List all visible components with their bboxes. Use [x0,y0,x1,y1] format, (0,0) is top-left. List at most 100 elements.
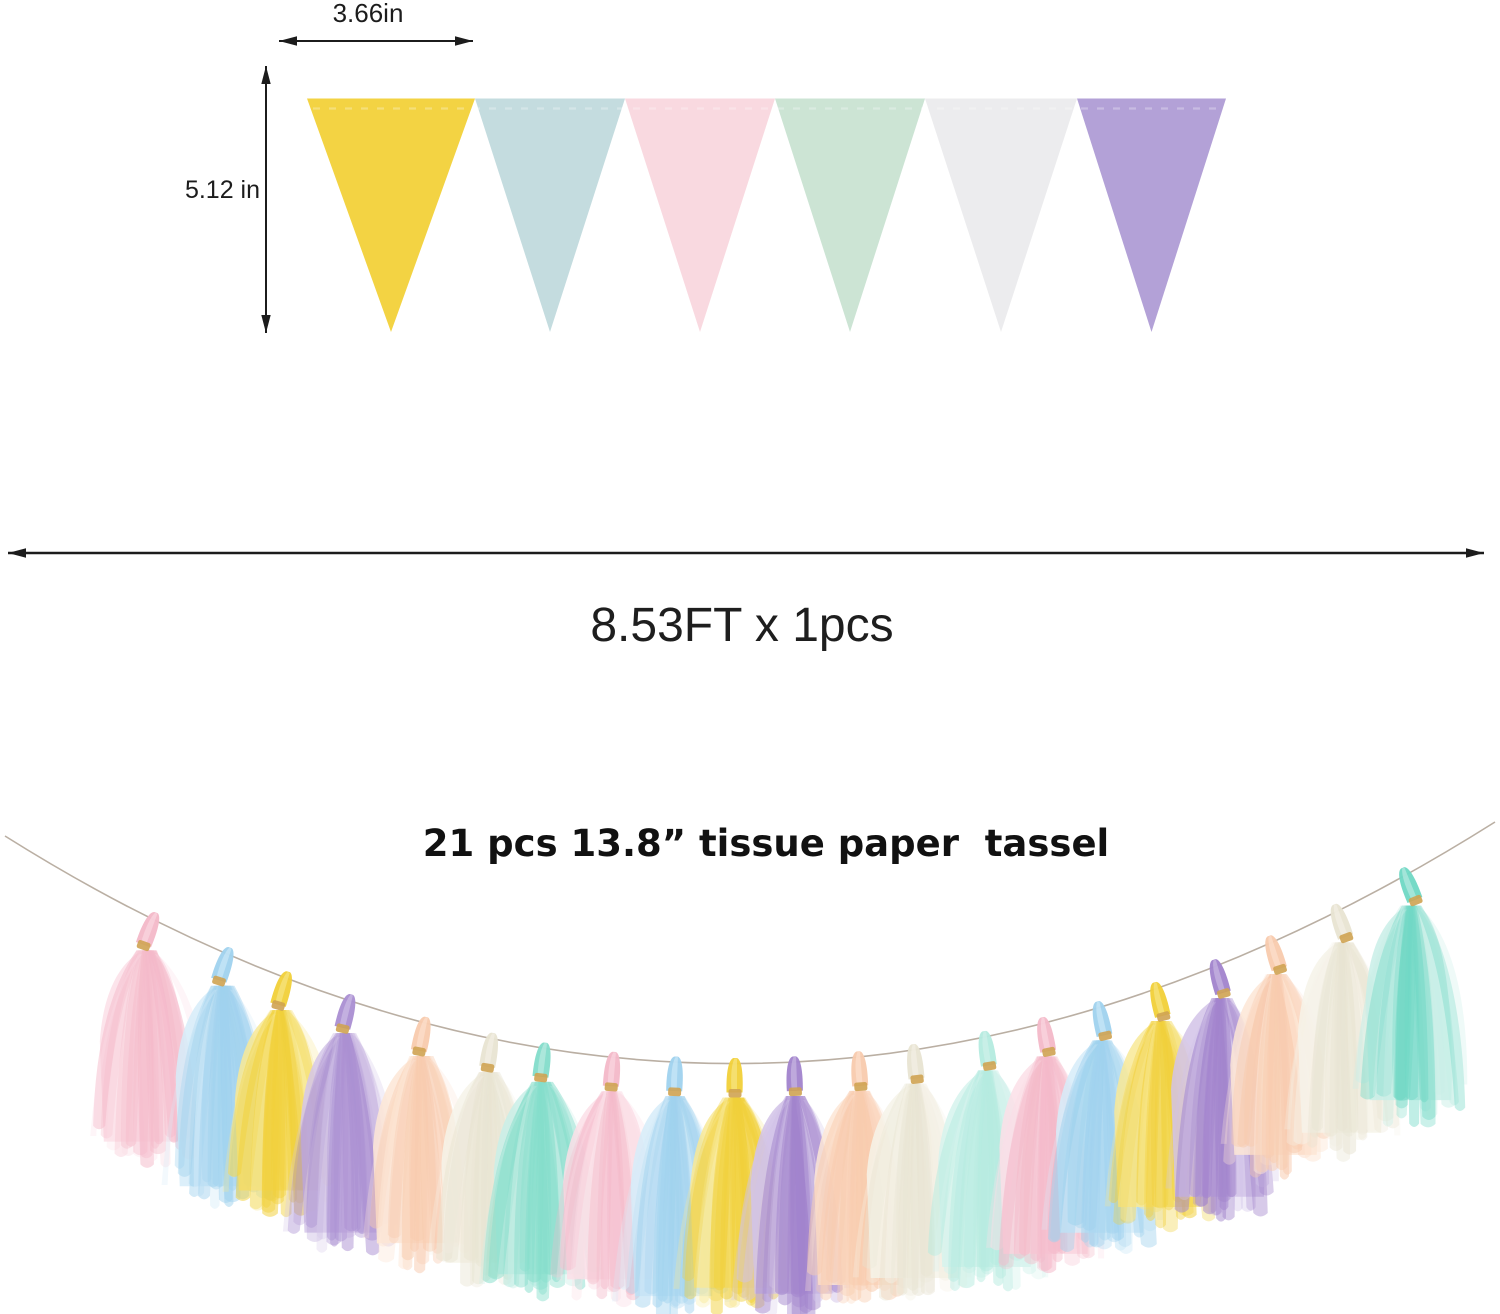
tassel-strand [1108,1021,1159,1204]
tassel-strand [1147,1021,1165,1213]
tassel-strand [976,1070,990,1283]
tassel-strand [710,1097,736,1314]
tassel-strand [1092,1001,1113,1042]
pennant-flags [307,98,1226,332]
tassel-strand [1098,1040,1112,1241]
tassel-strand [416,1017,428,1051]
tassel-strand [280,1010,305,1204]
tassel-strand [1082,1040,1106,1231]
tassel-strand [672,1096,696,1305]
tassel-strand [133,950,150,1156]
tassel-strand [639,1096,674,1304]
tassel-strand [1137,1021,1164,1210]
tassel-strand [669,1096,679,1314]
tassel-strand [1324,942,1344,1137]
tassel-strand [1220,978,1272,1144]
dimension-annotations: 3.66in 5.12 in [185,0,473,333]
tassel-strand [730,1097,746,1295]
tassel-strand [670,1096,689,1304]
tassel-ring [668,1087,682,1097]
tassel-strand [1144,1021,1162,1218]
tassel-strand [794,1095,813,1314]
tassel-strand [1265,935,1287,975]
tassel-strand [1268,935,1282,969]
tassel-strand [674,1096,695,1314]
tassel-strand [139,950,154,1159]
tassel-strand [1372,905,1409,1099]
tassel-strand [1151,1021,1170,1209]
tassel-strand [1341,942,1359,1133]
tassel-strand [982,1031,992,1065]
flag-yellow [307,98,475,332]
tassel-strand [839,1090,863,1297]
tassel-strand [731,1099,790,1301]
tassel-strand [1336,942,1348,1132]
tassel-strand [607,1052,616,1086]
tassel-strand [1203,998,1223,1215]
tassel-strand [652,1096,676,1308]
tassel-strand [145,950,171,1168]
tassel-ring [854,1081,868,1092]
tassel-strand [1101,1040,1122,1243]
tassel-strand [608,1091,625,1290]
tassel-strand [436,1072,487,1262]
tassel-strand [728,1097,742,1308]
tassel-strand [342,1033,359,1232]
tassel-strand [1153,982,1165,1016]
tassel-strand [1352,909,1407,1089]
tassel-strand [282,1010,308,1216]
tassel-strand [611,1100,670,1302]
tassel-strand [146,950,164,1145]
tassel-strand [794,1095,823,1303]
tassel-strand [855,1090,872,1303]
tassel-ring [788,1087,802,1097]
tassel-ring [910,1074,924,1084]
tassel-strand [317,1033,345,1240]
tassel-strand [147,950,180,1143]
tassel-strand [913,1083,934,1283]
tassel-garland [90,867,1468,1314]
tassel-strand [220,985,234,1208]
tassel-strand [275,971,290,1005]
tassel-strand [990,1056,1046,1251]
tassel-strand [217,985,233,1203]
tassel-strand [682,1097,731,1281]
tassel-pink [550,1051,676,1308]
tassel-strand [137,950,154,1168]
tassel-strand [790,1056,798,1091]
tassel-strand [611,1091,637,1296]
tassel-strand [1218,998,1229,1211]
tassel-strand [684,1097,734,1300]
tassel-strand [570,1091,614,1279]
tassel-strand [670,1096,682,1307]
pennant-banner [307,98,1226,332]
tassel-strand [1329,942,1346,1151]
tassel-strand [1411,905,1436,1120]
tassel-strand [626,1096,673,1294]
tassel-strand [1399,867,1423,907]
tassel-ring [982,1061,997,1071]
tassel-strand [766,1095,794,1314]
tassel-strand [174,985,219,1169]
tassel-strand [1041,1044,1098,1230]
tassel-strand [849,1090,863,1301]
tassel-strand [143,950,167,1155]
tassel-ring [271,1000,286,1011]
tassel-mint [1352,867,1468,1128]
tassel-strand [488,1081,540,1280]
tassel-strand [610,1091,632,1308]
tassel-strand [376,1055,418,1247]
tassel-strand [479,1032,498,1073]
tassel-strand [1037,1016,1057,1057]
tassel-strand [279,1010,298,1203]
tassel-strand [986,1070,1004,1286]
tassel-strand [106,950,147,1151]
tassel-strand [420,1055,443,1264]
tassel-strand [986,1060,1042,1248]
tassel-strand [1402,867,1417,901]
tassel-strand [1220,998,1237,1198]
tassel-strand [708,1097,737,1302]
tassel-strand [262,1010,283,1217]
flag-mint [775,98,925,332]
banner-length-label: 8.53FT x 1pcs [590,599,893,652]
